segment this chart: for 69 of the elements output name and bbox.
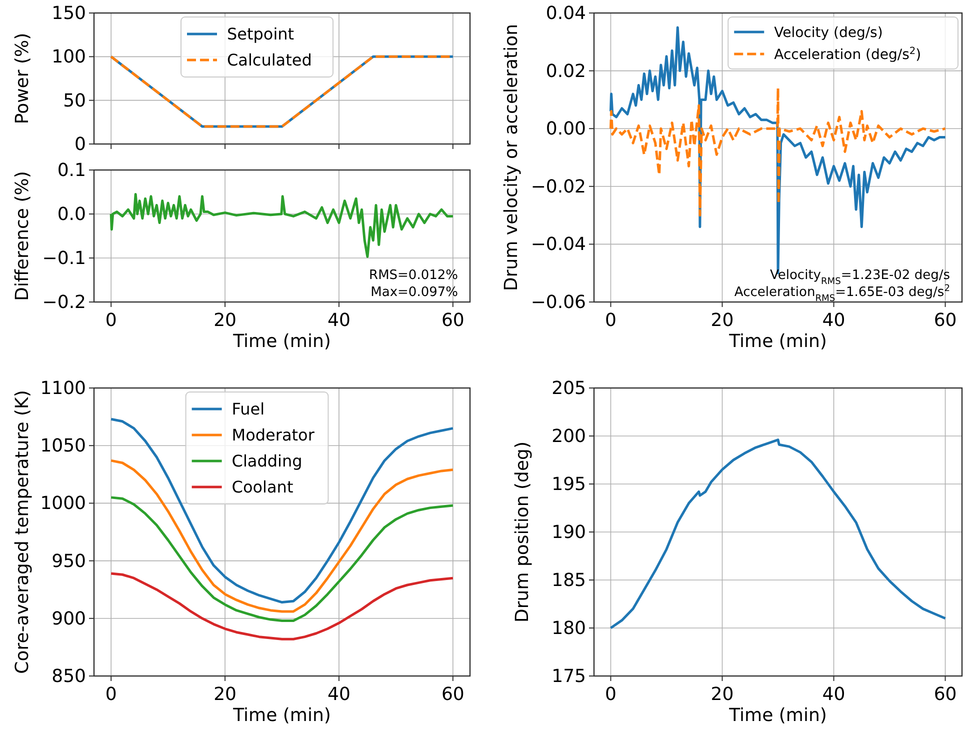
x-axis-title: Time (min) xyxy=(232,705,331,726)
y-tick-label: −0.04 xyxy=(530,234,586,256)
y-tick-label: 0.1 xyxy=(57,160,86,181)
legend-label: Cladding xyxy=(232,452,302,471)
y-tick-label: 185 xyxy=(552,570,586,591)
line-series xyxy=(609,86,947,217)
annotation: RMS=0.012% xyxy=(369,268,458,283)
legend-label: Moderator xyxy=(232,426,315,445)
line-series xyxy=(609,438,947,630)
x-tick-label: 0 xyxy=(105,310,117,331)
y-axis-title: Drum position (deg) xyxy=(512,442,533,622)
x-axis-title: Time (min) xyxy=(728,705,827,726)
x-tick-label: 40 xyxy=(328,310,350,331)
legend-label: Coolant xyxy=(232,478,294,497)
x-tick-label: 0 xyxy=(105,684,117,705)
legend-label: Setpoint xyxy=(227,24,294,44)
x-tick-label: 0 xyxy=(605,310,616,331)
x-axis-title: Time (min) xyxy=(728,331,827,352)
y-tick-label: 180 xyxy=(552,618,586,639)
y-tick-label: −0.1 xyxy=(42,248,86,269)
x-tick-label: 0 xyxy=(605,684,616,705)
y-tick-label: 1000 xyxy=(40,493,86,514)
y-tick-label: 150 xyxy=(52,3,86,24)
y-tick-label: 175 xyxy=(552,666,586,687)
y-tick-label: 190 xyxy=(552,522,586,543)
x-tick-label: 20 xyxy=(214,310,236,331)
y-tick-label: 0.0 xyxy=(57,204,86,225)
x-tick-label: 60 xyxy=(934,310,957,331)
y-tick-label: 0.02 xyxy=(546,60,586,82)
line-series xyxy=(110,418,454,604)
legend-label: Fuel xyxy=(232,400,265,419)
y-tick-label: −0.02 xyxy=(530,176,586,198)
line-series xyxy=(110,572,454,640)
y-tick-label: −0.2 xyxy=(42,292,86,313)
y-tick-label: 0.00 xyxy=(546,118,586,140)
line-series xyxy=(110,192,454,258)
x-tick-label: 40 xyxy=(328,684,350,705)
y-tick-label: 195 xyxy=(552,474,586,495)
y-tick-label: 205 xyxy=(552,378,586,399)
y-tick-label: 100 xyxy=(52,46,86,68)
x-tick-label: 60 xyxy=(441,684,464,705)
x-tick-label: 40 xyxy=(822,310,846,331)
y-axis-title: Core-averaged temperature (K) xyxy=(12,390,33,674)
legend-label: Velocity (deg/s) xyxy=(774,24,883,41)
y-tick-label: 0 xyxy=(74,134,86,155)
y-tick-label: 1050 xyxy=(40,436,86,457)
x-tick-label: 20 xyxy=(710,684,734,705)
y-axis-title: Power (%) xyxy=(12,32,33,124)
y-tick-label: −0.06 xyxy=(530,292,586,313)
y-tick-label: 200 xyxy=(552,426,586,447)
x-tick-label: 20 xyxy=(214,684,236,705)
annotation: Acceleration$_{RMS}$=1.65E-03 deg/s$^{2}$ xyxy=(734,284,950,304)
y-tick-label: 900 xyxy=(52,608,86,630)
x-axis-title: Time (min) xyxy=(232,331,331,352)
y-axis-title: Difference (%) xyxy=(12,171,33,301)
x-tick-label: 60 xyxy=(441,310,464,331)
y-tick-label: 950 xyxy=(52,550,86,572)
y-tick-label: 0.04 xyxy=(546,3,586,24)
y-tick-label: 850 xyxy=(52,666,86,687)
y-tick-label: 50 xyxy=(63,90,86,112)
annotation: Max=0.097% xyxy=(370,285,458,300)
x-tick-label: 20 xyxy=(710,310,734,331)
y-axis-title: Drum velocity or acceleration xyxy=(501,24,522,292)
y-tick-label: 1100 xyxy=(40,378,86,399)
legend-label: Acceleration (deg/s$^{2}$) xyxy=(774,45,922,63)
x-tick-label: 40 xyxy=(822,684,846,705)
legend-label: Calculated xyxy=(227,50,312,70)
line-series xyxy=(110,496,454,622)
x-tick-label: 60 xyxy=(934,684,957,705)
